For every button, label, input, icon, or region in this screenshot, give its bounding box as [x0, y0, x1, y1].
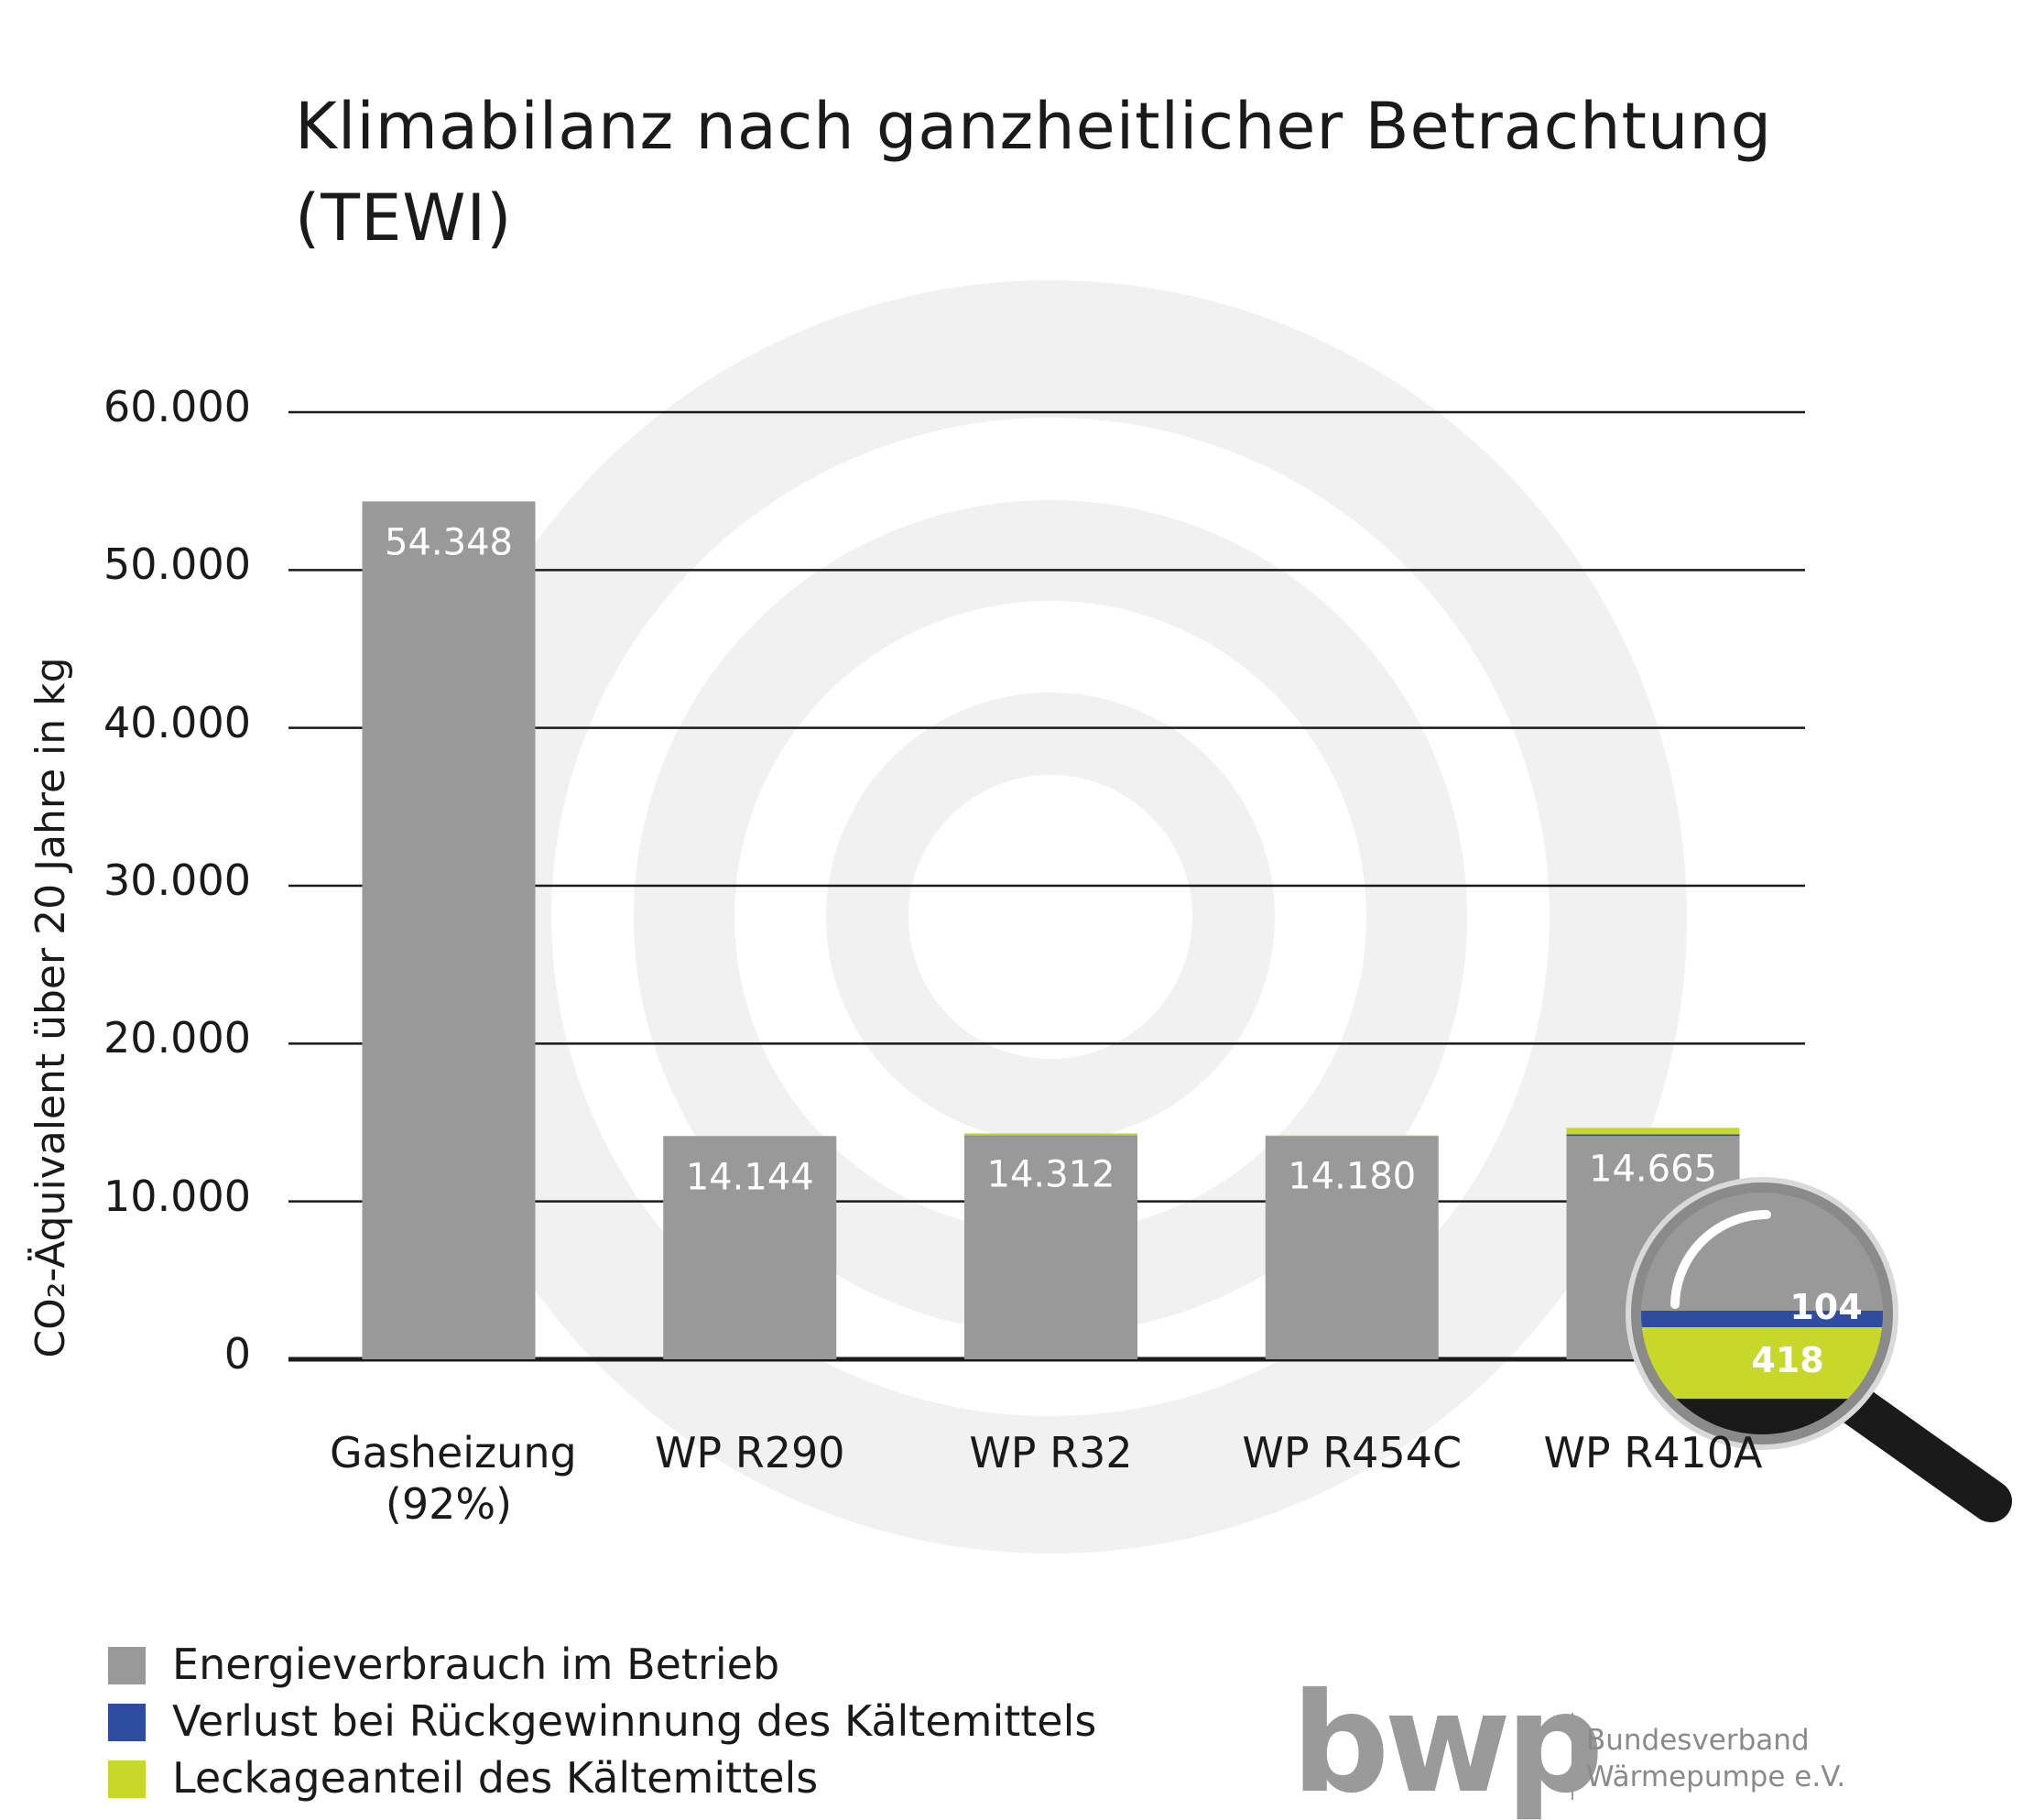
total-label: 14.180: [1288, 1156, 1416, 1198]
bar-segment: [663, 1136, 837, 1359]
total-label: 54.348: [385, 521, 513, 563]
legend-swatch: [108, 1760, 146, 1798]
legend-label: Energieverbrauch im Betrieb: [172, 1640, 780, 1689]
logo-line: Wärmepumpe e.V.: [1586, 1760, 1845, 1793]
bar-segment: [1265, 1135, 1439, 1137]
magnified-segment: [1641, 1311, 1883, 1327]
bar-segment: [362, 501, 536, 1359]
magnified-segment: [1641, 1327, 1883, 1399]
magnifier-handle: [1828, 1379, 2012, 1522]
y-tick-label: 50.000: [103, 539, 251, 590]
y-tick-label: 0: [223, 1329, 251, 1379]
bar-segment: [1566, 1128, 1740, 1135]
bar-segment: [964, 1133, 1137, 1136]
y-axis-label: CO₂-Äquivalent über 20 Jahre in kg: [27, 657, 74, 1357]
legend-label: Verlust bei Rückgewinnung des Kältemitte…: [172, 1696, 1097, 1746]
bar-segment: [964, 1136, 1137, 1359]
x-tick-label: Gasheizung (92%): [330, 1428, 577, 1529]
legend-swatch: [108, 1704, 146, 1741]
bar-segment: [964, 1135, 1137, 1137]
lens-glint: [1670, 1210, 1771, 1309]
chart-title: Klimabilanz nach ganzheitlicher Betracht…: [295, 89, 1773, 256]
x-tick-label: WP R410A: [1543, 1428, 1763, 1477]
y-tick-label: 40.000: [103, 697, 251, 747]
logo-line: Bundesverband: [1586, 1724, 1810, 1757]
total-label: 14.665: [1589, 1148, 1717, 1190]
y-tick-label: 10.000: [103, 1171, 251, 1221]
x-tick-label: WP R454C: [1242, 1428, 1463, 1477]
y-tick-label: 30.000: [103, 856, 251, 905]
y-tick-label: 60.000: [103, 382, 251, 431]
y-tick-label: 20.000: [103, 1013, 251, 1063]
x-tick-label: WP R32: [969, 1428, 1133, 1477]
legend-label: Leckageanteil des Kältemittels: [172, 1753, 819, 1803]
bar-segment: [1265, 1136, 1439, 1359]
magnified-label: 418: [1751, 1340, 1823, 1380]
logo-mark: bwp: [1291, 1664, 1598, 1820]
legend-swatch: [108, 1647, 146, 1684]
x-tick-label: WP R290: [654, 1428, 845, 1477]
total-label: 14.312: [987, 1153, 1115, 1195]
magnifier-lens: [1641, 1193, 1883, 1434]
bar-segment: [1566, 1134, 1740, 1137]
total-label: 14.144: [686, 1156, 814, 1198]
magnified-label: 104: [1789, 1287, 1862, 1327]
